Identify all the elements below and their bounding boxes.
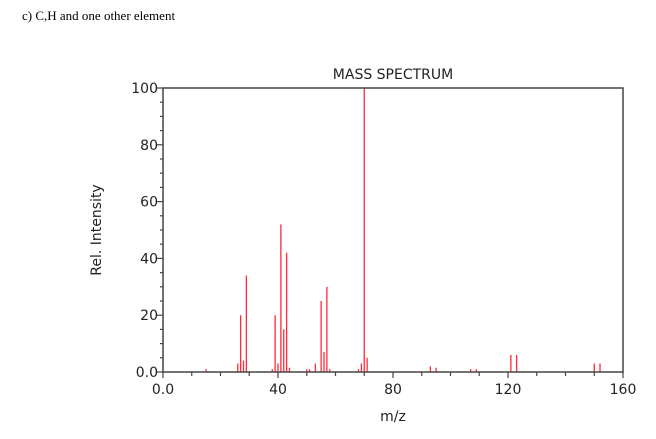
y-tick-label: 60 <box>140 195 158 211</box>
x-tick-label: 40 <box>269 382 287 398</box>
y-tick-label: 100 <box>131 81 158 97</box>
x-tick-label: 80 <box>384 382 402 398</box>
y-tick-label: 0.0 <box>136 365 158 381</box>
x-axis-label: m/z <box>380 409 406 425</box>
y-tick-label: 20 <box>140 308 158 324</box>
x-tick-label: 0.0 <box>152 382 174 398</box>
x-tick-label: 160 <box>610 382 637 398</box>
y-axis-label: Rel. Intensity <box>89 184 105 275</box>
plot-frame <box>162 87 624 373</box>
x-tick-label: 120 <box>495 382 522 398</box>
y-tick-label: 80 <box>140 138 158 154</box>
y-tick-label: 40 <box>140 251 158 267</box>
chart-title: MASS SPECTRUM <box>333 67 453 83</box>
question-caption: c) C,H and one other element <box>22 8 176 23</box>
